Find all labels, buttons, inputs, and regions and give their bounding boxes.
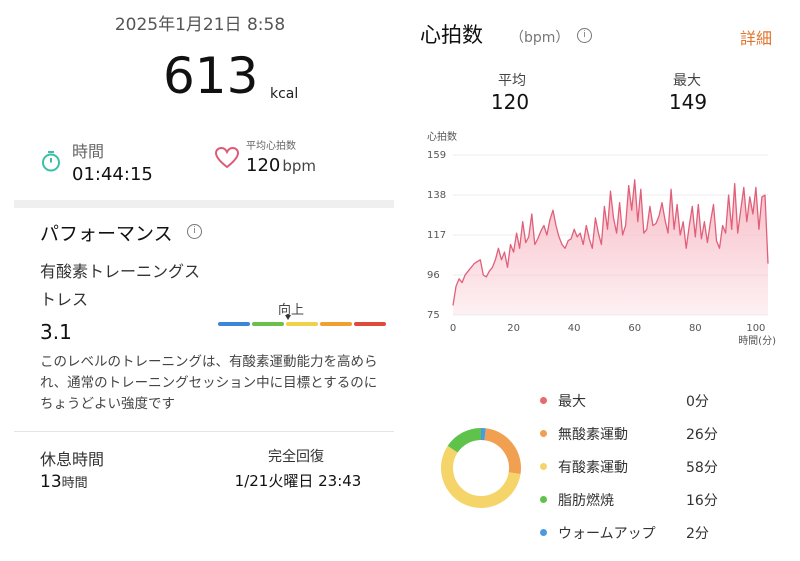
- heart-icon: [214, 146, 240, 169]
- zone-name: 有酸素運動: [558, 460, 628, 476]
- x-tick-label: 60: [628, 323, 641, 334]
- full-recovery-value: 1/21火曜日 23:43: [234, 472, 362, 490]
- section-divider: [14, 431, 394, 432]
- max-hr-label: 最大: [673, 73, 701, 89]
- y-tick-label: 96: [427, 270, 440, 281]
- zone-name: ウォームアップ: [558, 526, 656, 542]
- zone-dot-icon: [540, 463, 547, 470]
- details-link[interactable]: 詳細: [740, 29, 773, 48]
- zone-dot-icon: [540, 529, 547, 536]
- calories-unit: kcal: [270, 86, 299, 102]
- heart-rate-title: 心拍数: [420, 23, 483, 47]
- zone-value: 26分: [686, 427, 718, 443]
- zone-dot-icon: [540, 397, 547, 404]
- zone-name: 最大: [558, 394, 586, 410]
- scale-segment: [320, 322, 352, 326]
- rest-time-value: 13: [40, 472, 62, 492]
- max-hr-value: 149: [668, 90, 708, 114]
- performance-title: パフォーマンス: [40, 223, 173, 245]
- zone-slice: [447, 428, 482, 453]
- x-tick-label: 80: [689, 323, 702, 334]
- avg-heart-rate: 120 bpm: [246, 155, 316, 176]
- calories-value: 613: [163, 47, 259, 105]
- zone-value: 16分: [686, 493, 718, 509]
- x-tick-label: 40: [568, 323, 581, 334]
- zone-name: 脂肪燃焼: [558, 493, 614, 509]
- zone-dot-icon: [540, 496, 547, 503]
- full-recovery-label: 完全回復: [268, 449, 324, 465]
- workout-summary-panel: 2025年1月21日 8:58 613 kcal 時間 01:44:15 平均心…: [14, 15, 394, 492]
- heart-rate-area: [453, 179, 768, 315]
- info-icon[interactable]: i: [187, 224, 202, 239]
- rest-time: 13時間: [40, 472, 88, 492]
- duration-value: 01:44:15: [72, 164, 153, 185]
- y-axis-label: 心拍数: [427, 130, 457, 143]
- heart-rate-zone-donut: [441, 428, 521, 508]
- avg-heart-rate-value: 120: [246, 155, 281, 176]
- section-divider: [14, 200, 394, 208]
- heart-rate-unit: （bpm）: [510, 30, 570, 46]
- zone-value: 58分: [686, 460, 718, 476]
- rest-time-label: 休息時間: [40, 450, 105, 469]
- stopwatch-icon: [42, 151, 60, 172]
- zone-slice: [484, 428, 521, 475]
- zone-dot-icon: [540, 430, 547, 437]
- y-tick-label: 159: [427, 150, 446, 161]
- scale-pointer-icon: [285, 315, 291, 320]
- y-tick-label: 75: [427, 310, 440, 321]
- scale-segment: [286, 322, 318, 326]
- avg-heart-rate-label: 平均心拍数: [246, 141, 296, 152]
- x-axis-label: 時間(分): [738, 335, 776, 347]
- zone-value: 0分: [686, 394, 709, 410]
- scale-segment: [218, 322, 250, 326]
- avg-hr-label: 平均: [498, 73, 526, 89]
- scale-segment: [252, 322, 284, 326]
- info-icon[interactable]: i: [577, 28, 592, 43]
- duration-label: 時間: [72, 142, 105, 161]
- x-tick-label: 100: [746, 323, 765, 334]
- training-stress-value: 3.1: [40, 320, 72, 344]
- heart-rate-panel: 心拍数 （bpm） i 詳細 平均 120 最大 149 心拍数 75 96 117 1…: [400, 0, 800, 561]
- avg-hr-value: 120: [490, 90, 530, 114]
- zone-name: 無酸素運動: [558, 427, 628, 443]
- workout-datetime: 2025年1月21日 8:58: [114, 15, 286, 35]
- rest-time-unit: 時間: [61, 476, 88, 491]
- training-stress-label: 有酸素トレーニングストレス: [40, 262, 201, 309]
- training-effect-scale-label: 向上: [278, 303, 305, 318]
- x-tick-label: 20: [507, 323, 520, 334]
- scale-segment: [354, 322, 386, 326]
- avg-heart-rate-unit: bpm: [282, 157, 317, 175]
- zone-slice: [441, 445, 521, 508]
- y-tick-label: 117: [427, 230, 446, 241]
- zone-value: 2分: [686, 526, 709, 542]
- heart-rate-line: [452, 179, 769, 306]
- y-tick-label: 138: [427, 190, 446, 201]
- x-tick-label: 0: [450, 323, 456, 334]
- performance-description: このレベルのトレーニングは、有酸素運動能力を高められ、通常のトレーニングセッショ…: [40, 354, 378, 412]
